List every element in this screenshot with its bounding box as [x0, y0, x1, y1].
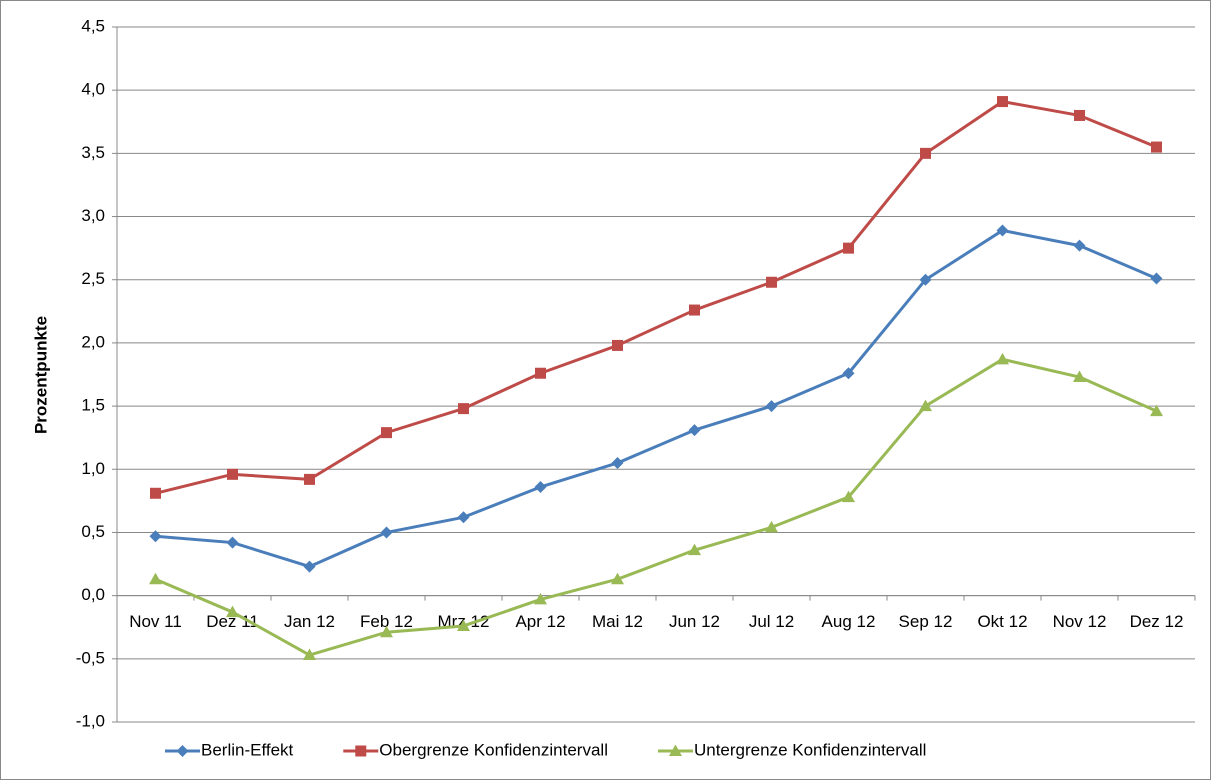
- y-tick-label: 1,0: [81, 459, 105, 478]
- data-point: [380, 526, 393, 539]
- data-point: [303, 648, 316, 661]
- data-point: [150, 487, 161, 499]
- data-point: [535, 367, 546, 379]
- x-tick-label: Sep 12: [899, 612, 953, 631]
- x-tick-label: Apr 12: [515, 612, 565, 631]
- data-point: [458, 403, 469, 415]
- data-point: [919, 399, 932, 412]
- y-tick-label: 0,0: [81, 585, 105, 604]
- legend-marker: [668, 744, 682, 756]
- data-point: [1073, 239, 1086, 252]
- data-point: [381, 427, 392, 439]
- data-point: [1073, 370, 1086, 383]
- legend-label: Berlin-Effekt: [201, 740, 294, 759]
- y-tick-label: -0,5: [76, 648, 105, 667]
- legend-label: Untergrenze Konfidenzintervall: [694, 740, 926, 759]
- data-point: [765, 400, 778, 413]
- data-point: [149, 530, 162, 543]
- data-point: [765, 520, 778, 533]
- data-point: [226, 536, 239, 549]
- data-point: [1074, 109, 1085, 121]
- data-point: [996, 352, 1009, 365]
- x-tick-label: Nov 12: [1053, 612, 1107, 631]
- y-tick-label: 4,5: [81, 16, 105, 35]
- data-point: [919, 273, 932, 286]
- data-point: [226, 605, 239, 618]
- data-point: [1151, 141, 1162, 153]
- y-tick-label: -1,0: [76, 711, 105, 730]
- y-tick-label: 3,0: [81, 206, 105, 225]
- data-point: [688, 424, 701, 437]
- data-point: [689, 304, 700, 316]
- y-tick-label: 3,5: [81, 143, 105, 162]
- data-point: [611, 572, 624, 585]
- data-point: [996, 224, 1009, 237]
- x-tick-label: Dez 11: [206, 612, 259, 631]
- x-tick-label: Aug 12: [822, 612, 876, 631]
- data-point: [1150, 272, 1163, 285]
- data-point: [842, 367, 855, 380]
- y-tick-label: 4,0: [81, 80, 105, 99]
- data-point: [149, 572, 162, 585]
- x-tick-label: Jan 12: [284, 612, 335, 631]
- data-point: [688, 543, 701, 556]
- data-point: [304, 473, 315, 485]
- x-tick-label: Feb 12: [360, 612, 413, 631]
- data-point: [534, 480, 547, 493]
- series-line: [155, 100, 1158, 495]
- data-point: [920, 147, 931, 159]
- x-tick-label: Dez 12: [1130, 612, 1184, 631]
- data-point: [457, 511, 470, 524]
- y-tick-label: 2,5: [81, 269, 105, 288]
- data-point: [997, 96, 1008, 108]
- series-line: [155, 228, 1158, 569]
- data-point: [303, 560, 316, 573]
- legend-label: Obergrenze Konfidenzintervall: [379, 740, 608, 759]
- x-tick-label: Jun 12: [669, 612, 720, 631]
- data-point: [766, 276, 777, 288]
- data-point: [1150, 404, 1163, 417]
- x-tick-label: Jul 12: [749, 612, 794, 631]
- x-tick-label: Nov 11: [129, 612, 182, 631]
- y-axis-label: Prozentpunkte: [31, 316, 50, 434]
- series-line: [154, 357, 1158, 657]
- data-point: [380, 625, 393, 638]
- data-point: [843, 242, 854, 254]
- x-tick-label: Mai 12: [592, 612, 643, 631]
- x-tick-label: Okt 12: [977, 612, 1027, 631]
- data-point: [611, 456, 624, 469]
- y-tick-label: 1,5: [81, 396, 105, 415]
- data-point: [457, 619, 470, 631]
- data-point: [842, 490, 855, 503]
- data-point: [227, 468, 238, 480]
- legend-marker: [355, 745, 367, 757]
- legend-marker: [176, 745, 189, 757]
- y-tick-label: 2,0: [81, 332, 105, 351]
- y-tick-label: 0,5: [81, 522, 105, 541]
- data-point: [534, 592, 547, 605]
- data-point: [612, 339, 623, 351]
